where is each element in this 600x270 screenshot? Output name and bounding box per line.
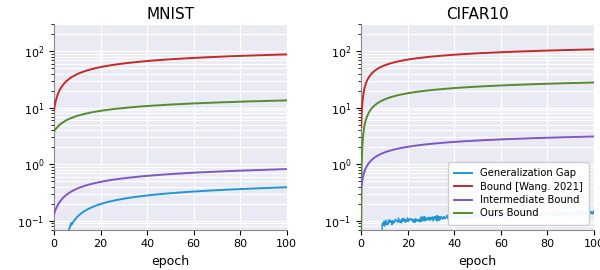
X-axis label: epoch: epoch (458, 255, 497, 268)
Title: CIFAR10: CIFAR10 (446, 7, 509, 22)
X-axis label: epoch: epoch (151, 255, 190, 268)
Title: MNIST: MNIST (146, 7, 194, 22)
Legend: Generalization Gap, Bound [Wang. 2021], Intermediate Bound, Ours Bound: Generalization Gap, Bound [Wang. 2021], … (448, 162, 589, 224)
